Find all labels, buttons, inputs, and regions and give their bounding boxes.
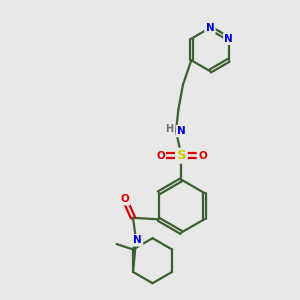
Text: H: H [165, 124, 173, 134]
Text: S: S [177, 149, 186, 162]
Text: O: O [198, 151, 207, 161]
Text: N: N [133, 235, 142, 245]
Text: O: O [120, 194, 129, 204]
Text: N: N [224, 34, 233, 44]
Text: O: O [156, 151, 165, 161]
Text: N: N [206, 23, 214, 33]
Text: N: N [177, 126, 186, 136]
